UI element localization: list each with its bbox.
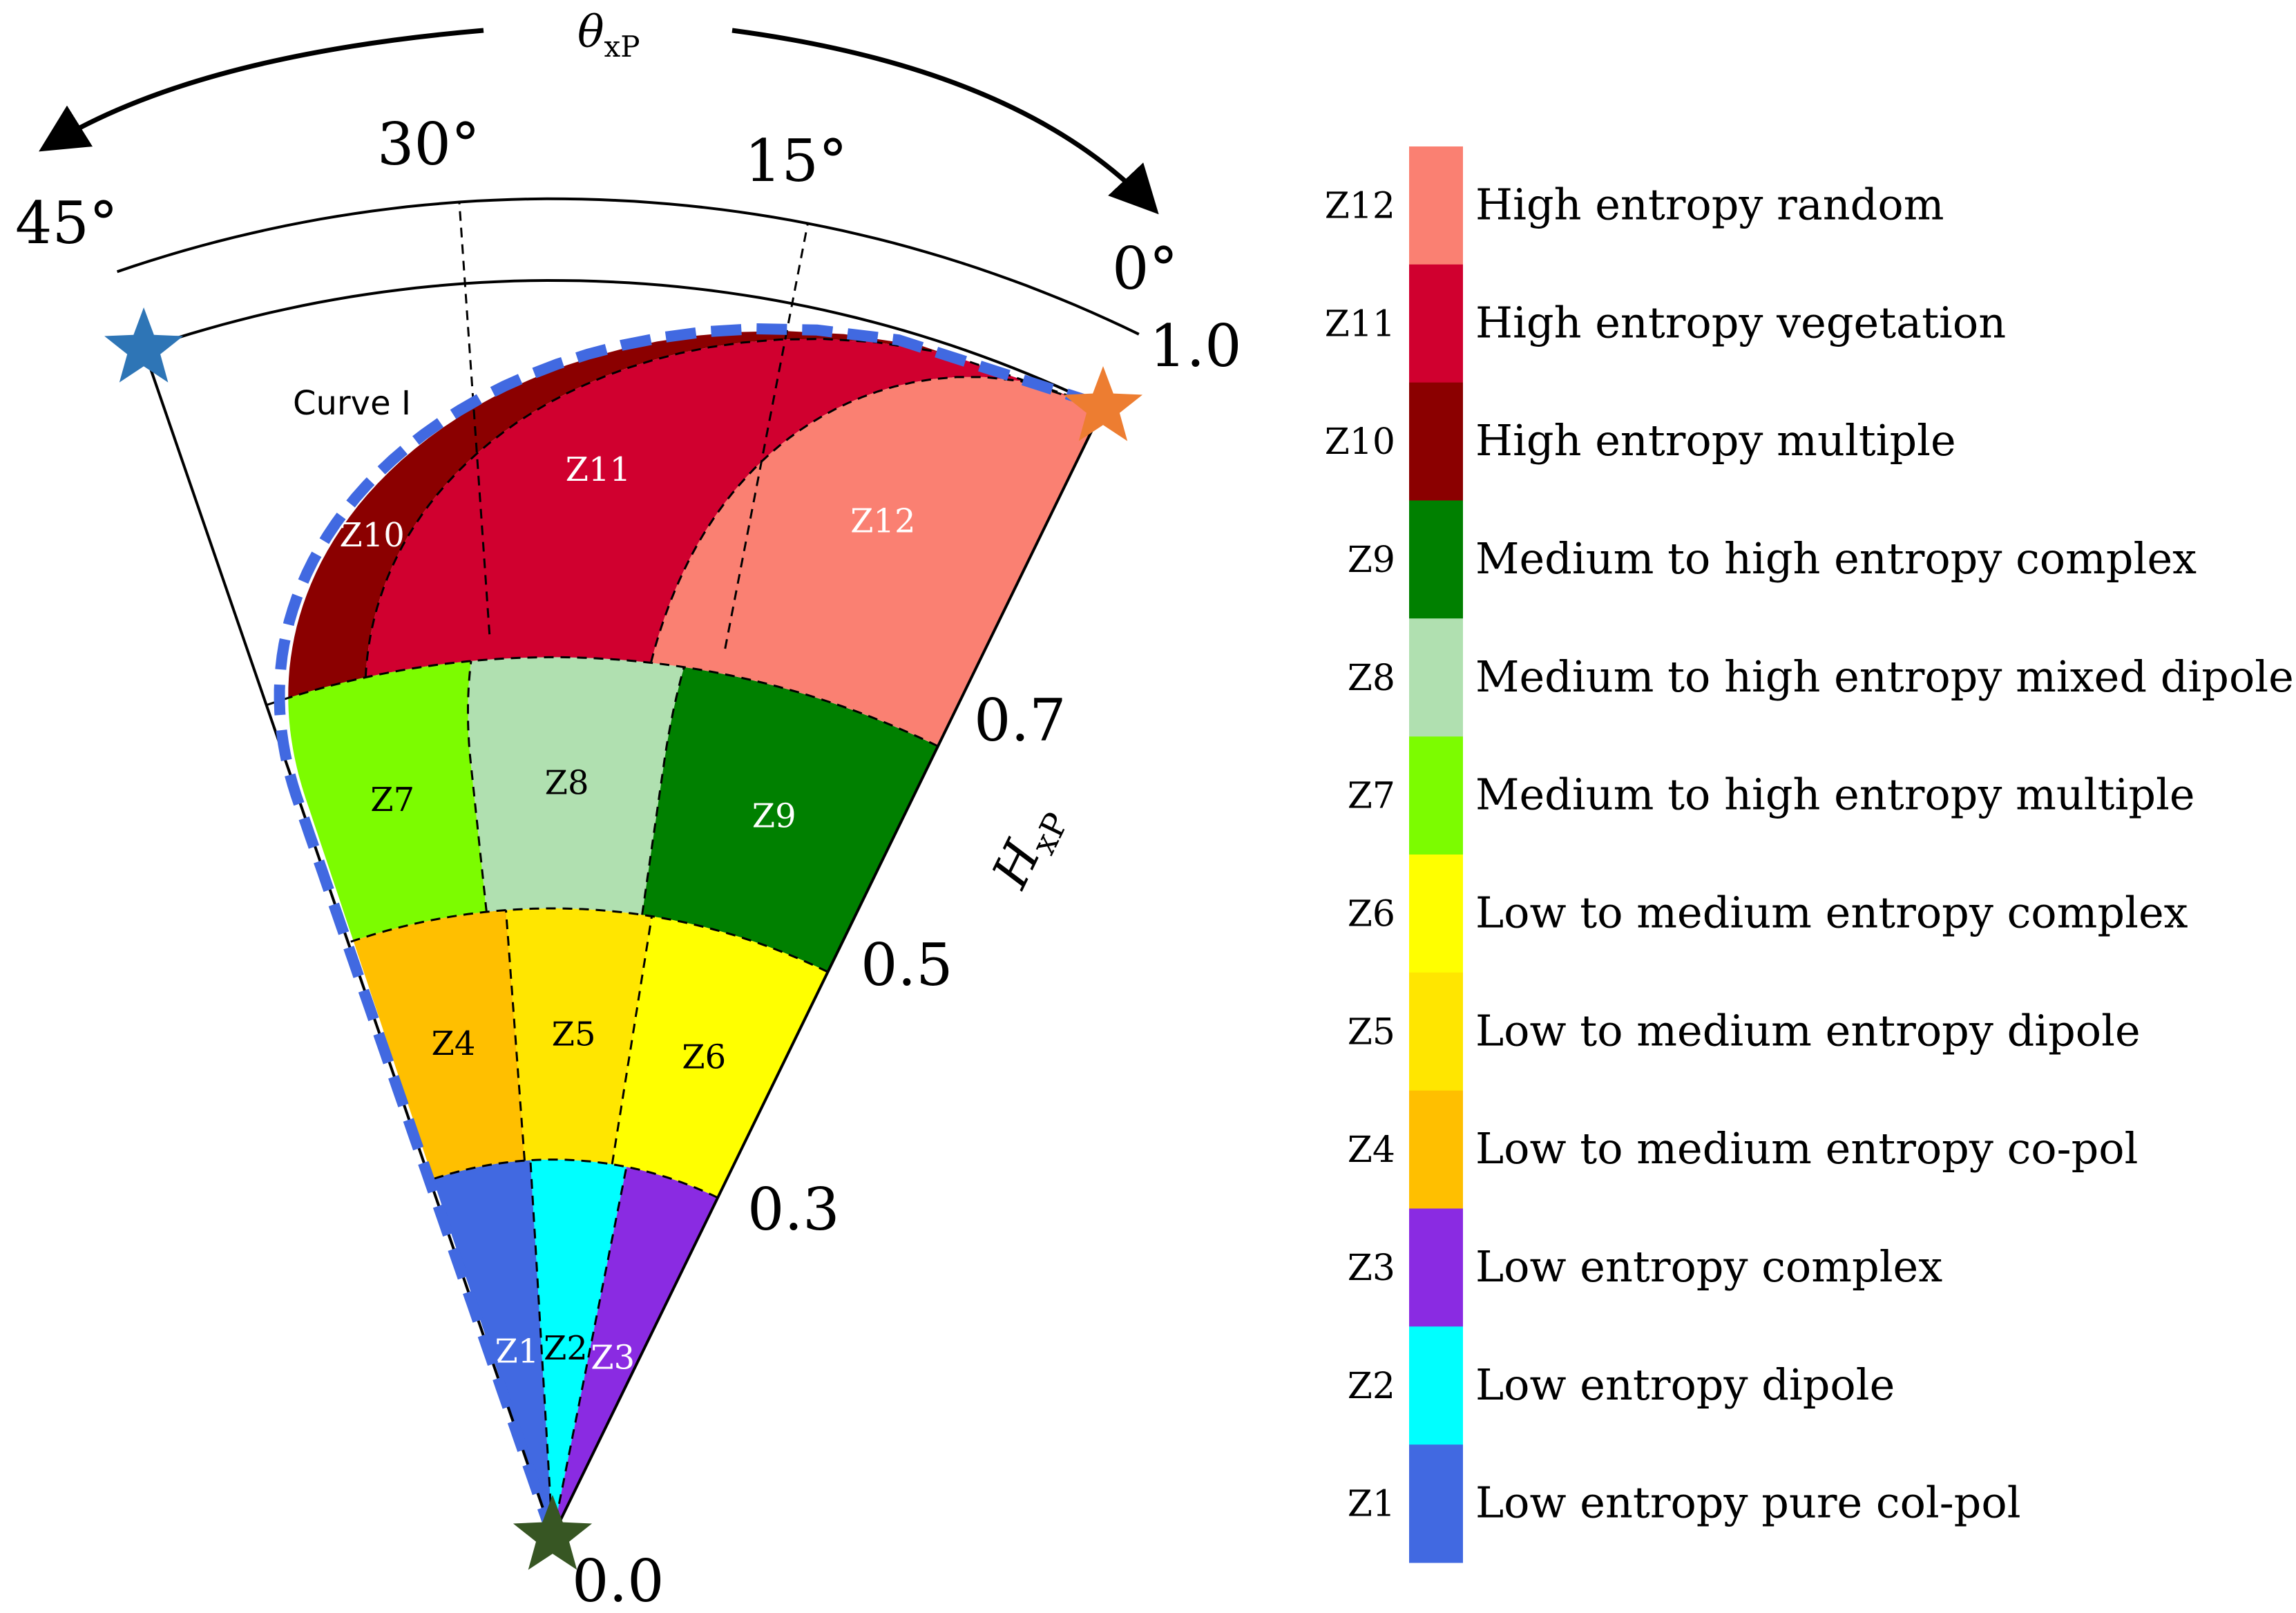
zone-label-z8: Z8 (545, 763, 589, 802)
legend-swatch-z6 (1409, 855, 1463, 973)
zone-z4 (353, 910, 525, 1179)
legend-swatch-z2 (1409, 1326, 1463, 1445)
legend-swatch-z11 (1409, 264, 1463, 383)
zone-divider (505, 910, 526, 1161)
zone-label-z9: Z9 (752, 796, 796, 835)
star-0-icon (1063, 366, 1142, 441)
zone-label-z12: Z12 (850, 502, 915, 541)
zone-label-z7: Z7 (370, 781, 414, 819)
legend-desc-z11: High entropy vegetation (1475, 297, 2006, 347)
zone-label-z4: Z4 (432, 1024, 476, 1063)
zone-divider (649, 376, 1104, 663)
legend-code-z4: Z4 (1348, 1129, 1395, 1171)
radius-tick-0-5: 0.5 (861, 931, 953, 999)
zone-label-z2: Z2 (544, 1329, 588, 1368)
legend-code-z5: Z5 (1348, 1011, 1395, 1053)
legend-desc-z5: Low to medium entropy dipole (1475, 1005, 2141, 1056)
theta-arrow-right (731, 28, 1159, 215)
zone-divider (467, 660, 488, 913)
zone-divider (611, 916, 653, 1165)
legend-desc-z8: Medium to high entropy mixed dipole (1475, 651, 2294, 702)
curve-i-boundary (274, 323, 1093, 1538)
zone-labels: Z1 Z2 Z3 Z4 Z5 Z6 Z7 Z8 Z9 Z10 Z11 Z12 (339, 450, 915, 1377)
legend-desc-z7: Medium to high entropy multiple (1475, 770, 2195, 820)
zone-label-z5: Z5 (552, 1015, 596, 1053)
legend-desc-z4: Low to medium entropy co-pol (1475, 1123, 2138, 1174)
zone-divider (551, 1166, 628, 1537)
corner-stars (104, 307, 1142, 1570)
spoke-30 (458, 202, 491, 635)
angle-arc (116, 197, 1140, 336)
legend-desc-z12: High entropy random (1475, 179, 1944, 229)
radius-tick-0-7: 0.7 (974, 687, 1066, 754)
zone-divider (529, 1160, 554, 1537)
legend-swatch-z7 (1409, 736, 1463, 855)
radius-tick-0-0: 0.0 (572, 1547, 664, 1613)
legend-swatch-z5 (1409, 972, 1463, 1091)
zone-label-z6: Z6 (682, 1038, 726, 1077)
grid-lines (116, 197, 1140, 1537)
outer-arc (143, 278, 1104, 409)
legend-swatch-z9 (1409, 500, 1463, 619)
legend-desc-z6: Low to medium entropy complex (1475, 887, 2188, 937)
star-origin-icon (513, 1495, 593, 1570)
zone-z2 (530, 1159, 626, 1536)
zone-z5 (506, 908, 652, 1165)
curve-i-label: Curve I (293, 384, 411, 423)
legend-swatch-z10 (1409, 382, 1463, 501)
star-45-icon (104, 307, 184, 383)
legend-desc-z3: Low entropy complex (1475, 1241, 1942, 1292)
theta-arrow-left (39, 28, 484, 152)
zone-z7 (288, 660, 487, 941)
legend-swatch-z4 (1409, 1090, 1463, 1209)
legend-desc-z10: High entropy multiple (1475, 415, 1956, 466)
zone-z3 (553, 1167, 718, 1536)
legend-desc-z9: Medium to high entropy complex (1475, 533, 2197, 584)
radius-tick-0-3: 0.3 (747, 1176, 840, 1243)
legend-desc-z2: Low entropy dipole (1475, 1359, 1895, 1410)
angle-tick-0: 0° (1112, 235, 1178, 303)
angle-tick-30: 30° (377, 111, 480, 178)
legend-code-z1: Z1 (1348, 1484, 1395, 1525)
zone-z12 (651, 376, 1103, 747)
legend-code-z6: Z6 (1348, 893, 1395, 935)
legend-code-z7: Z7 (1348, 776, 1395, 817)
legend-swatch-z3 (1409, 1208, 1463, 1327)
legend-code-z3: Z3 (1348, 1248, 1395, 1289)
legend-code-z9: Z9 (1348, 540, 1395, 581)
zone-label-z1: Z1 (495, 1332, 539, 1371)
zone-z8 (468, 657, 685, 915)
legend-swatch-z12 (1409, 146, 1463, 265)
legend-code-z11: Z11 (1325, 303, 1395, 345)
zone-label-z11: Z11 (566, 450, 631, 489)
theta-axis-label: θxP (577, 7, 640, 64)
legend-swatch-z1 (1409, 1444, 1463, 1563)
zone-label-z3: Z3 (591, 1339, 635, 1377)
legend-code-z8: Z8 (1348, 658, 1395, 699)
angle-tick-45: 45° (15, 189, 118, 257)
legend-code-z2: Z2 (1348, 1366, 1395, 1407)
zone-divider (364, 338, 1104, 678)
radial-axis-label: HxP (980, 795, 1077, 901)
zone-z6 (612, 916, 828, 1198)
zone-z10 (288, 331, 1103, 698)
legend-code-z10: Z10 (1325, 421, 1395, 463)
spoke-15 (724, 223, 809, 649)
zone-label-z10: Z10 (339, 516, 404, 555)
angle-tick-15: 15° (745, 127, 848, 195)
theta-subscript: xP (604, 30, 640, 64)
legend: Z12 High entropy random Z11 High entropy ve… (1325, 146, 2294, 1563)
radius-tick-1-0: 1.0 (1149, 312, 1242, 380)
zone-divider (641, 667, 685, 915)
legend-code-z12: Z12 (1325, 185, 1395, 227)
zone-sectors (288, 331, 1103, 1536)
legend-desc-z1: Low entropy pure col-pol (1475, 1478, 2021, 1528)
legend-swatch-z8 (1409, 618, 1463, 737)
theta-symbol: θ (577, 7, 604, 58)
zone-z11 (365, 338, 1103, 678)
